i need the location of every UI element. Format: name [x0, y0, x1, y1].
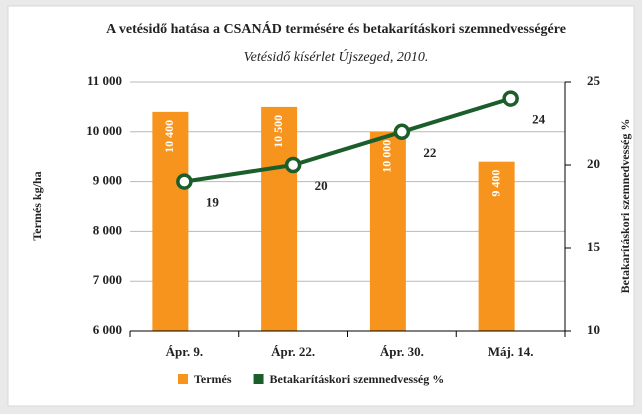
x-tick-label: Máj. 14. — [488, 344, 534, 359]
panel — [7, 5, 635, 407]
legend-swatch — [178, 374, 188, 384]
legend-swatch — [253, 374, 264, 384]
line-value-label: 20 — [315, 178, 328, 193]
y-tick-label: 9 000 — [93, 173, 122, 188]
y-tick-label: 6 000 — [93, 322, 122, 337]
y2-tick-label: 20 — [587, 156, 600, 171]
x-tick-label: Ápr. 9. — [166, 344, 203, 359]
legend-label: Betakarításkori szemnedvesség % — [270, 372, 445, 386]
y-tick-label: 10 000 — [86, 123, 122, 138]
bar — [369, 131, 406, 331]
bar — [152, 111, 189, 331]
bar-value-label: 10 500 — [271, 115, 285, 148]
line-value-label: 22 — [423, 145, 436, 160]
y2-axis-title: Betakarításkori szemnedvesség % — [618, 119, 632, 294]
line-point — [393, 123, 411, 141]
x-tick-label: Ápr. 30. — [380, 344, 424, 359]
y-tick-label: 8 000 — [93, 222, 122, 237]
chart-title: A vetésidő hatása a CSANÁD termésére és … — [106, 20, 566, 37]
y-tick-label: 7 000 — [93, 272, 122, 287]
line-point — [284, 156, 302, 174]
bar — [261, 106, 298, 332]
bar-value-label: 10 400 — [162, 120, 176, 153]
bar-value-label: 9 400 — [488, 170, 502, 197]
line-value-label: 24 — [532, 112, 546, 127]
line-point — [502, 90, 519, 107]
y-axis-title: Termés kg/ha — [30, 171, 44, 240]
chart-subtitle: Vetésidő kísérlet Újszeged, 2010. — [244, 48, 429, 65]
y2-tick-label: 25 — [587, 73, 601, 88]
line-value-label: 19 — [206, 195, 220, 210]
legend-label: Termés — [194, 372, 232, 386]
line-series — [184, 96, 512, 184]
x-tick-label: Ápr. 22. — [271, 344, 315, 359]
y-tick-label: 11 000 — [87, 73, 122, 88]
bar — [478, 161, 515, 331]
y2-tick-label: 10 — [587, 322, 600, 337]
line-point — [176, 173, 193, 190]
bar-value-label: 10 000 — [380, 140, 394, 173]
y2-tick-label: 15 — [587, 239, 601, 254]
